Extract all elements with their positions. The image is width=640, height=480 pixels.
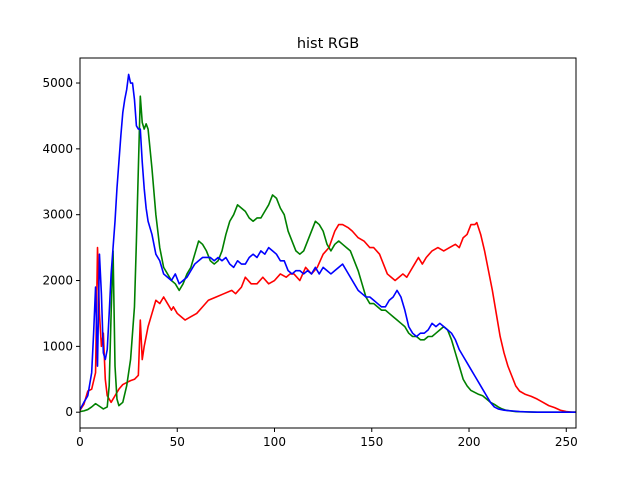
y-tick-label: 3000: [42, 208, 73, 222]
y-tick-label: 0: [65, 405, 73, 419]
series-layer: [79, 73, 576, 414]
series-line-2: [79, 73, 576, 414]
y-tick-label: 1000: [42, 339, 73, 353]
series-line-0: [79, 221, 576, 414]
x-tick-label: 250: [555, 435, 578, 449]
x-tick-label: 50: [170, 435, 185, 449]
x-tick-label: 200: [458, 435, 481, 449]
x-tick-label: 0: [76, 435, 84, 449]
x-tick-label: 150: [360, 435, 383, 449]
y-tick-label: 4000: [42, 142, 73, 156]
x-tick-label: 100: [263, 435, 286, 449]
plot-frame: [79, 57, 577, 429]
chart-title: hist RGB: [297, 36, 359, 52]
y-tick-label: 2000: [42, 274, 73, 288]
ticks-layer: 0 50 100 150 200 250 0 1000 2000 3000 4000 5000: [42, 76, 577, 449]
y-tick-label: 5000: [42, 76, 73, 90]
